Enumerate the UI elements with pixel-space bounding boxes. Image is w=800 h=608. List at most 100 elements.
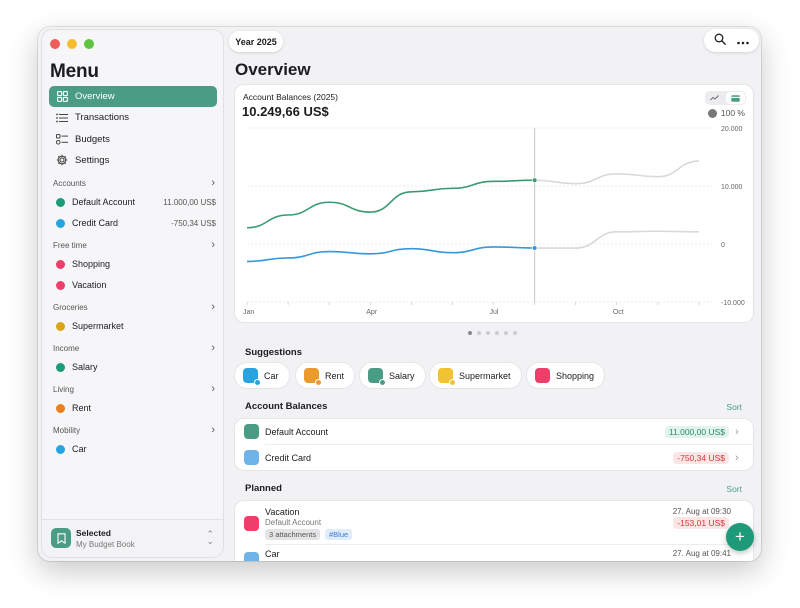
- color-dot: [56, 321, 65, 331]
- more-icon[interactable]: [737, 32, 750, 50]
- y-tick-label: 10.000: [721, 184, 743, 191]
- pager-dot[interactable]: [504, 331, 508, 335]
- x-tick-label: Apr: [366, 309, 378, 316]
- app-window: Menu Overview Transactions Budgets: [38, 27, 761, 561]
- receipt-icon: [368, 368, 386, 386]
- house-icon: [304, 368, 322, 386]
- color-dot: [56, 403, 65, 413]
- chevron-right-icon: ›: [211, 239, 215, 251]
- sidebar-item-settings[interactable]: Settings: [49, 150, 217, 171]
- balance-row-default-account[interactable]: Default Account 11.000,00 US$ ›: [235, 419, 753, 444]
- budget-book-name: My Budget Book: [76, 540, 135, 549]
- account-balances-title: Account Balances: [245, 401, 328, 412]
- year-selector[interactable]: Year 2025: [229, 31, 283, 52]
- group-header-accounts[interactable]: Accounts ›: [53, 177, 215, 189]
- pager-dot[interactable]: [468, 331, 472, 335]
- x-tick-label: Oct: [613, 309, 624, 316]
- chart-type-toggle[interactable]: [705, 91, 746, 105]
- pager-dot[interactable]: [513, 331, 517, 335]
- chevron-right-icon: ›: [211, 383, 215, 395]
- sidebar-item-label: Overview: [75, 91, 115, 102]
- group-header-groceries[interactable]: Groceries ›: [53, 301, 215, 313]
- grid-icon: [56, 91, 68, 103]
- percent-indicator: 100 %: [707, 108, 745, 118]
- card-view-icon[interactable]: [725, 92, 745, 104]
- sidebar-item-budgets[interactable]: Budgets: [49, 129, 217, 150]
- tag-label: #Blue: [325, 529, 353, 540]
- group-header-free-time[interactable]: Free time ›: [53, 239, 215, 251]
- balance-row-credit-card[interactable]: Credit Card -750,34 US$ ›: [235, 445, 753, 470]
- suggestion-salary[interactable]: Salary: [360, 363, 425, 388]
- sidebar-account-credit-card[interactable]: Credit Card -750,34 US$: [56, 214, 216, 232]
- progress-circle-icon: [707, 108, 717, 118]
- shopping-bag-icon: [535, 368, 550, 383]
- account-balances-list: Default Account 11.000,00 US$ › Credit C…: [235, 419, 753, 470]
- chevron-right-icon: ›: [211, 301, 215, 313]
- pager-dot[interactable]: [486, 331, 490, 335]
- search-icon[interactable]: [714, 32, 726, 50]
- sidebar-item-label: Transactions: [75, 112, 130, 124]
- sidebar-category-salary[interactable]: Salary: [56, 358, 216, 376]
- planned-list: Vacation Default Account 3 attachments #…: [235, 501, 753, 561]
- group-header-mobility[interactable]: Mobility ›: [53, 424, 215, 436]
- series-line: [246, 179, 535, 229]
- x-tick-label: Jul: [490, 309, 499, 316]
- sidebar-category-vacation[interactable]: Vacation: [56, 276, 216, 294]
- zoom-window-button[interactable]: [84, 39, 94, 49]
- planned-sort-button[interactable]: Sort: [726, 484, 742, 494]
- chart-pager[interactable]: [468, 331, 517, 335]
- gear-icon: [56, 154, 68, 166]
- balance-chart-card: 20.000 10.000 0 -10.000 Jan Apr Jul Oct Account…: [235, 85, 753, 322]
- bank-icon: [244, 424, 259, 439]
- minimize-window-button[interactable]: [67, 39, 77, 49]
- color-dot: [56, 362, 65, 372]
- chart-total: 10.249,66 US$: [242, 104, 329, 119]
- suggestion-shopping[interactable]: Shopping: [527, 363, 605, 388]
- umbrella-icon: [244, 516, 259, 531]
- sidebar-category-rent[interactable]: Rent: [56, 399, 216, 417]
- chevron-right-icon: ›: [211, 342, 215, 354]
- sidebar-account-default[interactable]: Default Account 11.000,00 US$: [56, 193, 216, 211]
- series-projection-line: [534, 230, 700, 249]
- suggestion-rent[interactable]: Rent: [296, 363, 355, 388]
- color-dot: [56, 259, 65, 269]
- toolbar-actions: [704, 29, 759, 52]
- group-header-living[interactable]: Living ›: [53, 383, 215, 395]
- series-marker: [531, 245, 538, 251]
- series-line: [246, 246, 535, 263]
- suggestion-supermarket[interactable]: Supermarket: [430, 363, 521, 388]
- line-chart-icon[interactable]: [705, 91, 725, 105]
- sidebar-item-label: Budgets: [75, 133, 110, 145]
- row-divider: [265, 544, 753, 545]
- sidebar-category-supermarket[interactable]: Supermarket: [56, 317, 216, 335]
- sidebar-item-overview[interactable]: Overview: [49, 86, 217, 107]
- sidebar-category-shopping[interactable]: Shopping: [56, 255, 216, 273]
- chevron-up-down-icon: ⌃ ⌄: [206, 529, 214, 546]
- sidebar-item-transactions[interactable]: Transactions: [49, 107, 217, 128]
- chevron-right-icon: ›: [211, 177, 215, 189]
- pager-dot[interactable]: [477, 331, 481, 335]
- suggestion-car[interactable]: Car: [235, 363, 289, 388]
- pager-dot[interactable]: [495, 331, 499, 335]
- budget-list-icon: [56, 133, 68, 145]
- color-dot: [56, 197, 65, 207]
- y-tick-label: 0: [721, 242, 725, 249]
- color-dot: [56, 444, 65, 454]
- group-header-income[interactable]: Income ›: [53, 342, 215, 354]
- budget-book-selector[interactable]: Selected My Budget Book ⌃ ⌄: [42, 519, 223, 557]
- add-transaction-button[interactable]: +: [726, 523, 754, 551]
- close-window-button[interactable]: [50, 39, 60, 49]
- car-icon: [243, 368, 261, 386]
- balances-sort-button[interactable]: Sort: [726, 402, 742, 412]
- color-dot: [56, 218, 65, 228]
- amount-badge: -153,01 US$: [673, 517, 729, 529]
- planned-title: Planned: [245, 483, 282, 494]
- balance-chart[interactable]: 20.000 10.000 0 -10.000 Jan Apr Jul Oct: [235, 85, 753, 322]
- credit-card-icon: [244, 450, 259, 465]
- chevron-right-icon: ›: [211, 424, 215, 436]
- attachments-tag: 3 attachments: [265, 529, 321, 540]
- sidebar-category-car[interactable]: Car: [56, 440, 216, 458]
- cart-icon: [438, 368, 456, 386]
- amount-badge: 11.000,00 US$: [664, 425, 729, 438]
- amount-badge: -750,34 US$: [673, 451, 729, 464]
